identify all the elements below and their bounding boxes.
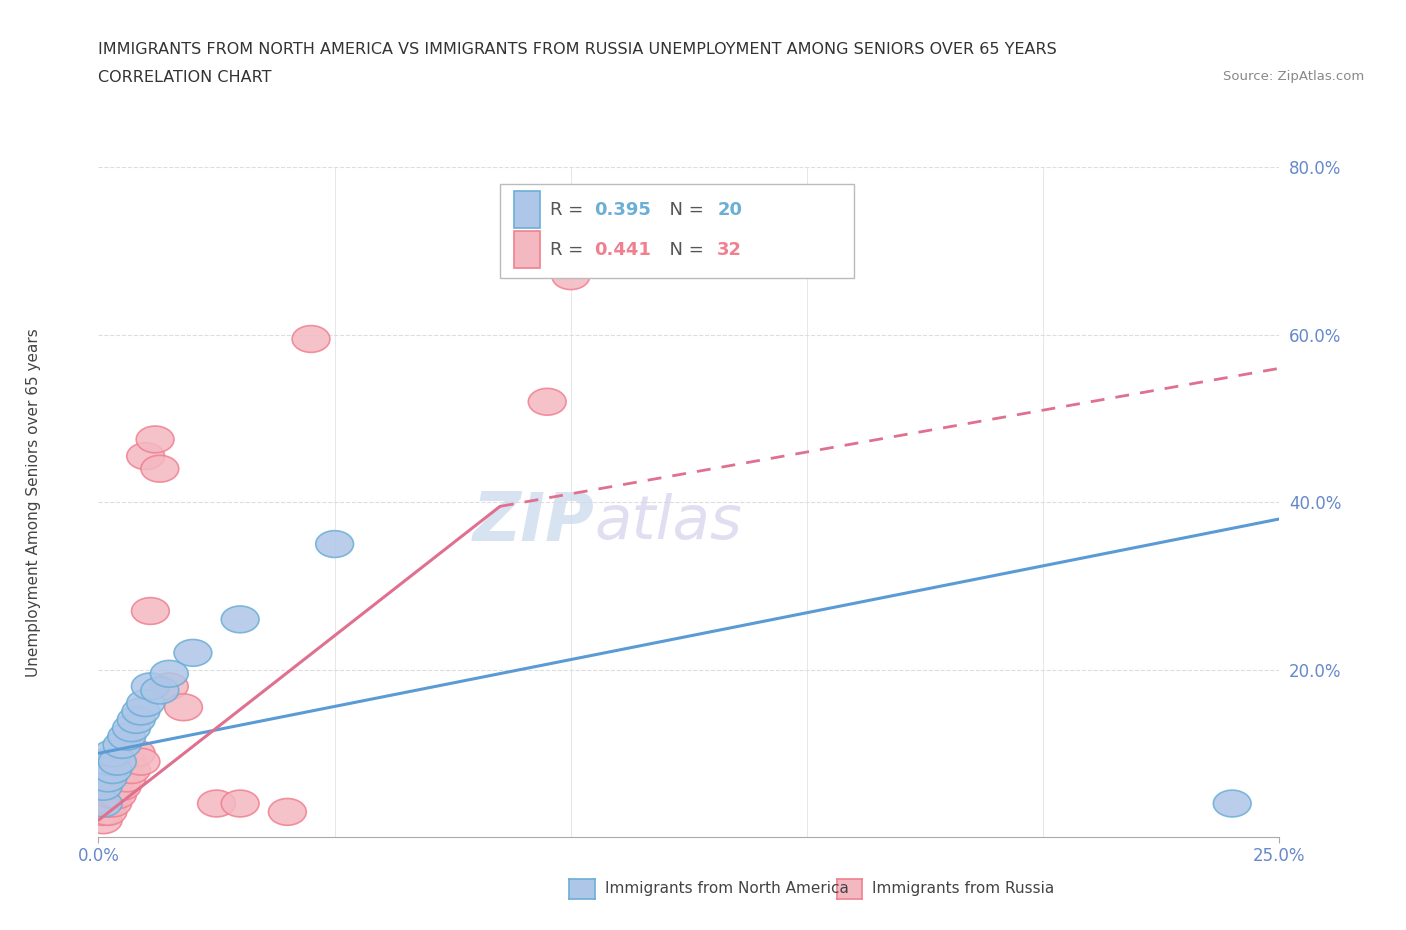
Ellipse shape [98, 782, 136, 808]
Ellipse shape [94, 774, 132, 800]
Text: Immigrants from Russia: Immigrants from Russia [872, 881, 1054, 896]
Text: CORRELATION CHART: CORRELATION CHART [98, 70, 271, 85]
Text: IMMIGRANTS FROM NORTH AMERICA VS IMMIGRANTS FROM RUSSIA UNEMPLOYMENT AMONG SENIO: IMMIGRANTS FROM NORTH AMERICA VS IMMIGRA… [98, 42, 1057, 57]
Text: ZIP: ZIP [472, 489, 595, 555]
Ellipse shape [292, 326, 330, 352]
Ellipse shape [122, 749, 160, 775]
Ellipse shape [122, 698, 160, 724]
Ellipse shape [89, 782, 127, 808]
Ellipse shape [174, 640, 212, 666]
Ellipse shape [136, 426, 174, 453]
Ellipse shape [141, 456, 179, 482]
Ellipse shape [150, 660, 188, 687]
Ellipse shape [221, 606, 259, 632]
Ellipse shape [316, 531, 353, 557]
Ellipse shape [132, 598, 169, 624]
Text: 32: 32 [717, 241, 742, 259]
Ellipse shape [127, 443, 165, 470]
Text: N =: N = [658, 241, 710, 259]
Ellipse shape [108, 749, 146, 775]
Ellipse shape [89, 765, 127, 791]
Ellipse shape [94, 740, 132, 766]
Ellipse shape [112, 757, 150, 783]
Text: 0.441: 0.441 [595, 241, 651, 259]
Ellipse shape [84, 782, 122, 808]
Text: atlas: atlas [595, 493, 742, 551]
Ellipse shape [94, 790, 132, 817]
Ellipse shape [84, 790, 122, 817]
Ellipse shape [84, 799, 122, 825]
Ellipse shape [117, 740, 155, 766]
Ellipse shape [89, 790, 127, 817]
Ellipse shape [103, 757, 141, 783]
Ellipse shape [132, 673, 169, 699]
Text: Immigrants from North America: Immigrants from North America [605, 881, 848, 896]
Ellipse shape [98, 749, 136, 775]
Text: 0.395: 0.395 [595, 201, 651, 219]
Ellipse shape [198, 790, 235, 817]
Text: Unemployment Among Seniors over 65 years: Unemployment Among Seniors over 65 years [25, 328, 41, 677]
Ellipse shape [84, 807, 122, 833]
Ellipse shape [165, 694, 202, 721]
Ellipse shape [1213, 790, 1251, 817]
Ellipse shape [94, 782, 132, 808]
Ellipse shape [127, 690, 165, 716]
Ellipse shape [221, 790, 259, 817]
Text: R =: R = [550, 241, 589, 259]
Ellipse shape [84, 774, 122, 800]
Ellipse shape [529, 389, 567, 415]
Ellipse shape [84, 790, 122, 817]
FancyBboxPatch shape [501, 184, 855, 278]
Ellipse shape [103, 774, 141, 800]
FancyBboxPatch shape [515, 232, 540, 268]
Text: R =: R = [550, 201, 589, 219]
Ellipse shape [89, 749, 127, 775]
Ellipse shape [103, 732, 141, 758]
Ellipse shape [89, 799, 127, 825]
Text: N =: N = [658, 201, 710, 219]
FancyBboxPatch shape [515, 192, 540, 228]
Ellipse shape [98, 765, 136, 791]
Ellipse shape [150, 673, 188, 699]
Ellipse shape [94, 757, 132, 783]
Ellipse shape [108, 724, 146, 750]
Ellipse shape [112, 715, 150, 741]
Text: 20: 20 [717, 201, 742, 219]
Ellipse shape [117, 707, 155, 733]
Ellipse shape [89, 774, 127, 800]
Ellipse shape [108, 765, 146, 791]
Ellipse shape [553, 263, 589, 289]
Text: Source: ZipAtlas.com: Source: ZipAtlas.com [1223, 70, 1364, 83]
Ellipse shape [141, 677, 179, 704]
Ellipse shape [269, 799, 307, 825]
